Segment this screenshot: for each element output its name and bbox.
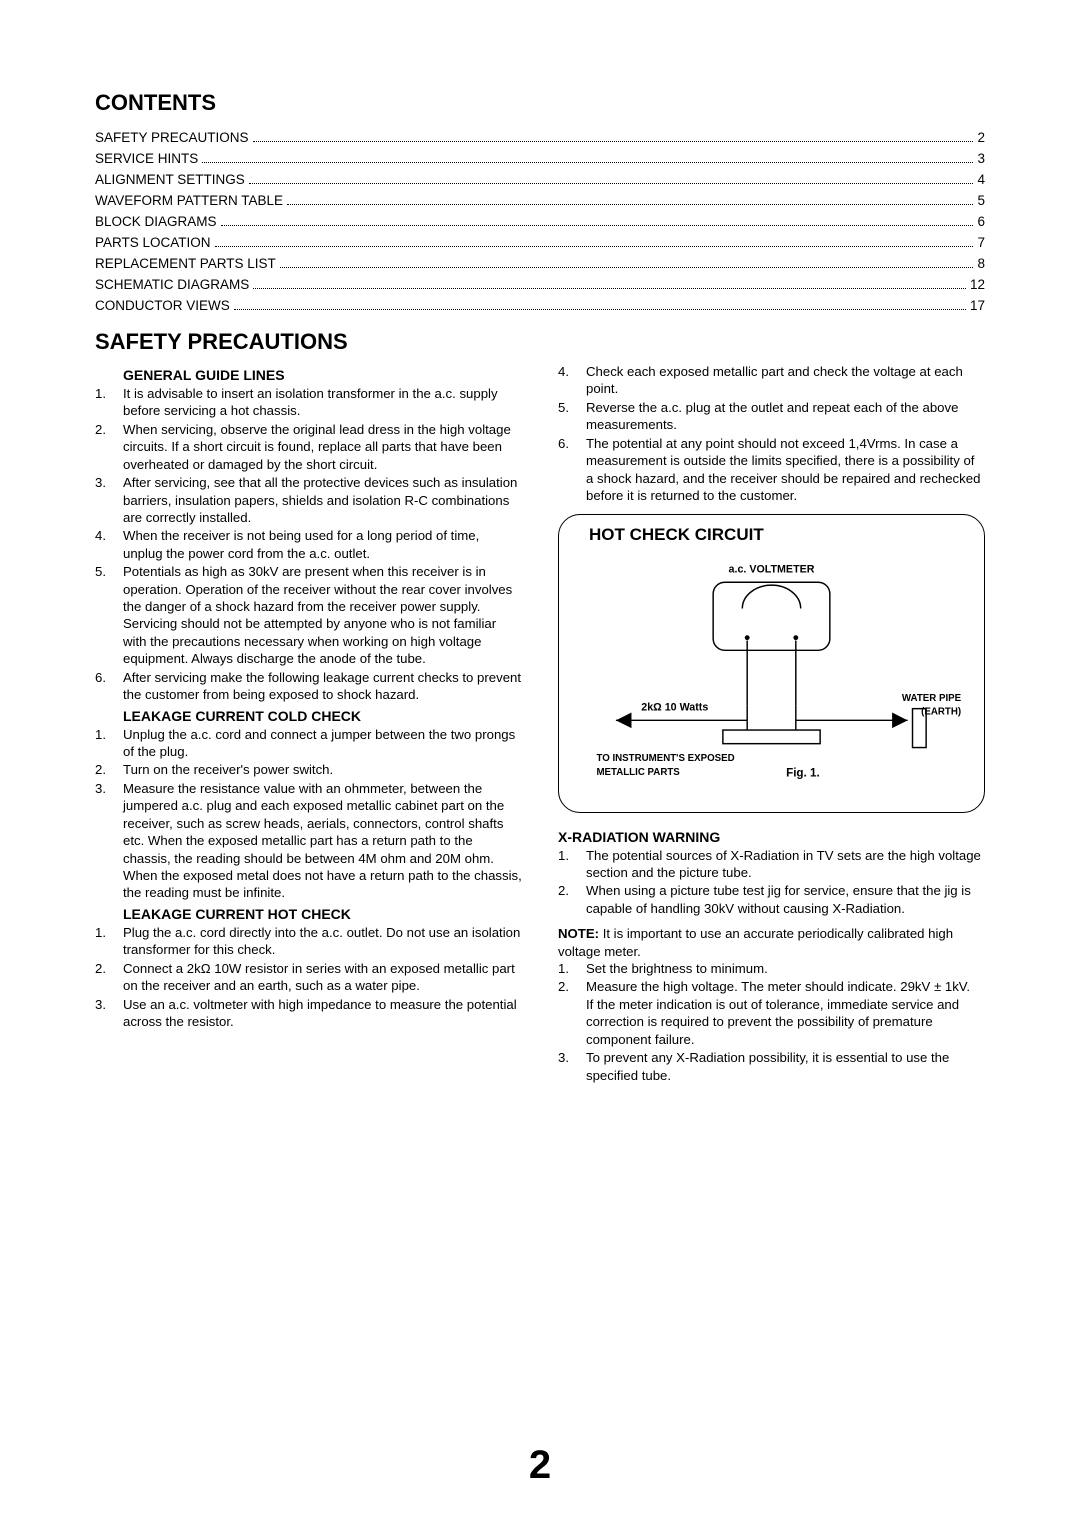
- note-list: Set the brightness to minimum.Measure th…: [558, 960, 985, 1084]
- toc-row: CONDUCTOR VIEWS 17: [95, 298, 985, 313]
- toc-dots: [280, 267, 974, 268]
- hot-check-diagram: HOT CHECK CIRCUIT a.c. VOLTMETER: [558, 514, 985, 812]
- list-item: Unplug the a.c. cord and connect a jumpe…: [95, 726, 522, 761]
- toc-page: 12: [970, 277, 985, 292]
- toc-page: 5: [977, 193, 985, 208]
- note-label: NOTE:: [558, 926, 599, 941]
- leakage-hot-heading: LEAKAGE CURRENT HOT CHECK: [123, 906, 522, 922]
- contents-heading: CONTENTS: [95, 90, 985, 116]
- list-item: Connect a 2kΩ 10W resistor in series wit…: [95, 960, 522, 995]
- leakage-cold-list: Unplug the a.c. cord and connect a jumpe…: [95, 726, 522, 902]
- toc-label: WAVEFORM PATTERN TABLE: [95, 193, 283, 208]
- diagram-title: HOT CHECK CIRCUIT: [589, 525, 966, 545]
- table-of-contents: SAFETY PRECAUTIONS 2 SERVICE HINTS 3 ALIGN…: [95, 130, 985, 313]
- toc-page: 7: [977, 235, 985, 250]
- right-column: Check each exposed metallic part and che…: [558, 363, 985, 1085]
- toc-label: SCHEMATIC DIAGRAMS: [95, 277, 249, 292]
- toc-dots: [234, 309, 966, 310]
- note-paragraph: NOTE: It is important to use an accurate…: [558, 925, 985, 960]
- leakage-hot-list: Plug the a.c. cord directly into the a.c…: [95, 924, 522, 1031]
- toc-page: 3: [977, 151, 985, 166]
- general-guide-heading: GENERAL GUIDE LINES: [123, 367, 522, 383]
- list-item: Check each exposed metallic part and che…: [558, 363, 985, 398]
- list-item: After servicing, see that all the protec…: [95, 474, 522, 526]
- list-item: After servicing make the following leaka…: [95, 669, 522, 704]
- list-item: Turn on the receiver's power switch.: [95, 761, 522, 778]
- toc-dots: [215, 246, 974, 247]
- toc-dots: [253, 141, 974, 142]
- toc-row: BLOCK DIAGRAMS 6: [95, 214, 985, 229]
- list-item: The potential sources of X-Radiation in …: [558, 847, 985, 882]
- exposed-label-2: METALLIC PARTS: [596, 767, 680, 778]
- list-item: Measure the high voltage. The meter shou…: [558, 978, 985, 1048]
- list-item: The potential at any point should not ex…: [558, 435, 985, 505]
- toc-row: SERVICE HINTS 3: [95, 151, 985, 166]
- toc-dots: [202, 162, 973, 163]
- list-item: When servicing, observe the original lea…: [95, 421, 522, 473]
- page-number: 2: [0, 1443, 1080, 1488]
- exposed-label-1: TO INSTRUMENT'S EXPOSED: [596, 754, 734, 765]
- waterpipe-label: WATER PIPE: [902, 693, 962, 704]
- toc-dots: [287, 204, 973, 205]
- list-item: When using a picture tube test jig for s…: [558, 882, 985, 917]
- earth-label: (EARTH): [921, 707, 961, 718]
- toc-page: 4: [977, 172, 985, 187]
- toc-dots: [221, 225, 974, 226]
- xradiation-heading: X-RADIATION WARNING: [558, 829, 985, 845]
- toc-row: WAVEFORM PATTERN TABLE 5: [95, 193, 985, 208]
- toc-dots: [249, 183, 974, 184]
- resistor-label: 2kΩ 10 Watts: [641, 702, 708, 714]
- toc-row: ALIGNMENT SETTINGS 4: [95, 172, 985, 187]
- general-guide-list: It is advisable to insert an isolation t…: [95, 385, 522, 704]
- list-item-extra: If the meter indication is out of tolera…: [586, 996, 985, 1048]
- note-text: It is important to use an accurate perio…: [558, 926, 953, 958]
- list-item: Reverse the a.c. plug at the outlet and …: [558, 399, 985, 434]
- list-item: Set the brightness to minimum.: [558, 960, 985, 977]
- toc-page: 2: [977, 130, 985, 145]
- toc-page: 6: [977, 214, 985, 229]
- safety-heading: SAFETY PRECAUTIONS: [95, 329, 985, 355]
- list-item: Potentials as high as 30kV are present w…: [95, 563, 522, 668]
- toc-label: CONDUCTOR VIEWS: [95, 298, 230, 313]
- leakage-cold-heading: LEAKAGE CURRENT COLD CHECK: [123, 708, 522, 724]
- list-item: Use an a.c. voltmeter with high impedanc…: [95, 996, 522, 1031]
- xradiation-list: The potential sources of X-Radiation in …: [558, 847, 985, 918]
- toc-label: PARTS LOCATION: [95, 235, 211, 250]
- list-item: It is advisable to insert an isolation t…: [95, 385, 522, 420]
- toc-page: 17: [970, 298, 985, 313]
- toc-label: SERVICE HINTS: [95, 151, 198, 166]
- list-item: Measure the resistance value with an ohm…: [95, 780, 522, 902]
- circuit-svg: a.c. VOLTMETER: [577, 555, 966, 798]
- left-column: GENERAL GUIDE LINES It is advisable to i…: [95, 363, 522, 1085]
- toc-row: REPLACEMENT PARTS LIST 8: [95, 256, 985, 271]
- hot-check-continuation-list: Check each exposed metallic part and che…: [558, 363, 985, 504]
- toc-row: PARTS LOCATION 7: [95, 235, 985, 250]
- list-item: To prevent any X-Radiation possibility, …: [558, 1049, 985, 1084]
- toc-page: 8: [977, 256, 985, 271]
- list-item: When the receiver is not being used for …: [95, 527, 522, 562]
- fig-label: Fig. 1.: [786, 767, 820, 780]
- toc-dots: [253, 288, 966, 289]
- toc-label: REPLACEMENT PARTS LIST: [95, 256, 276, 271]
- toc-label: BLOCK DIAGRAMS: [95, 214, 217, 229]
- voltmeter-label: a.c. VOLTMETER: [729, 564, 815, 576]
- toc-label: ALIGNMENT SETTINGS: [95, 172, 245, 187]
- toc-row: SCHEMATIC DIAGRAMS 12: [95, 277, 985, 292]
- list-item: Plug the a.c. cord directly into the a.c…: [95, 924, 522, 959]
- toc-label: SAFETY PRECAUTIONS: [95, 130, 249, 145]
- toc-row: SAFETY PRECAUTIONS 2: [95, 130, 985, 145]
